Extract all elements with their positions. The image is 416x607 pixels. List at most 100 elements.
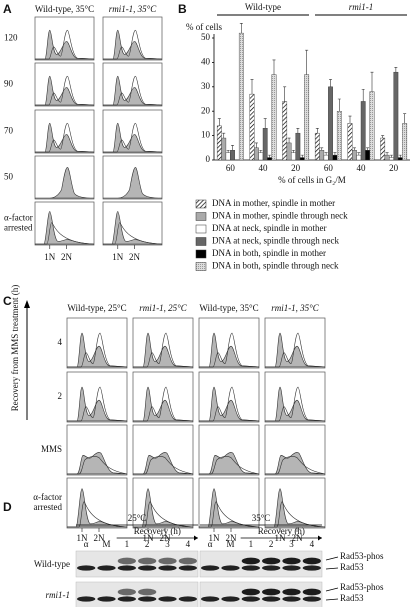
legend-swatch [195,199,207,209]
error-bar [217,118,221,126]
error-bar [305,49,309,75]
bar [336,110,342,161]
lane-label: 2 [269,539,274,549]
legend-label: DNA in mother, spindle in mother [212,198,335,208]
legend-label: DNA at neck, spindle through neck [212,236,339,246]
band-label: Rad53-phos [340,582,384,592]
band [97,565,116,571]
band-label: Rad53 [340,562,364,572]
bar [299,157,305,161]
y-axis-label: % of cells [186,22,222,32]
panel-label: D [3,500,12,514]
band [241,557,260,565]
blot [75,581,199,607]
histogram-frame [198,477,260,529]
bar [328,86,333,161]
y-tick-label: 40 [201,56,211,66]
row-label: 120 [4,33,18,43]
lane-label: 1 [249,539,254,549]
column-header: Wild-type, 35°C [199,303,258,313]
error-bar [222,132,226,139]
bar [291,152,296,161]
y-tick-label: 30 [201,81,211,91]
temperature: 25°C [128,513,147,523]
column-header: rmi1-1, 35°C [109,4,158,14]
bar [393,71,399,161]
band [201,596,220,602]
bar [356,154,362,161]
band [117,557,136,565]
x-tick-label: 60 [324,163,334,173]
error-bar [394,66,398,73]
error-bar [389,154,393,158]
band [241,565,260,571]
legend-label: DNA at neck, spindle in mother [212,223,326,233]
row-label: 90 [4,79,14,89]
x-tick-label: 40 [357,163,367,173]
error-bar [296,127,300,134]
bar [282,101,288,161]
error-bar [352,147,356,151]
x-tick-label: 60 [226,163,236,173]
bar [389,157,394,161]
temperature: 35°C [252,513,271,523]
error-bar [283,86,287,102]
band [77,565,96,571]
band [241,596,260,602]
band-arrow [325,587,339,592]
bar [286,142,292,161]
band [178,565,197,571]
band [138,557,157,565]
bar [238,32,244,161]
band [138,588,157,596]
error-bar [357,152,361,156]
bar [332,154,338,161]
legend-swatch [195,224,207,234]
legend-label: DNA in mother, spindle through neck [212,211,348,221]
error-bar [250,79,254,95]
bar [249,93,255,161]
dna-label: 1N [44,252,56,262]
row-label: 50 [4,172,14,182]
lane-label: M [102,539,110,549]
lane-label: 1 [125,539,130,549]
bar [314,132,320,161]
band [262,596,281,602]
lane-label: M [226,539,234,549]
x-tick-label: 40 [259,163,269,173]
y-tick-label: 0 [206,154,211,164]
blot [75,550,199,578]
legend-label: DNA in both, spindle through neck [212,261,339,271]
band-label: Rad53-phos [340,551,384,561]
error-bar [239,23,243,34]
panel-label: B [178,2,187,16]
band [138,596,157,602]
lane-label: 4 [310,539,315,549]
lane-label: 4 [186,539,191,549]
recovery-label: Recovery (h) [134,526,181,536]
band [158,557,177,565]
dna-label: 1N [209,533,221,543]
bar [347,123,353,161]
bar [271,74,277,161]
error-bar [337,98,341,112]
dna-label: 1N [112,252,124,262]
bar [365,150,370,161]
dna-label: 2N [61,252,73,262]
bar [216,125,222,161]
error-bar [398,154,402,158]
lane-label: 2 [145,539,150,549]
band-arrow [325,556,339,561]
x-axis-label: % of cells in G₂/M [278,175,346,185]
error-bar [403,113,407,124]
bar [262,128,268,161]
error-bar [226,149,230,153]
row-label: 2 [58,391,63,401]
band [77,596,96,602]
band [241,588,260,596]
dna-label: 2N [129,252,141,262]
bar [258,152,264,161]
band [158,596,177,602]
error-bar [254,142,258,148]
error-bar [385,152,389,156]
